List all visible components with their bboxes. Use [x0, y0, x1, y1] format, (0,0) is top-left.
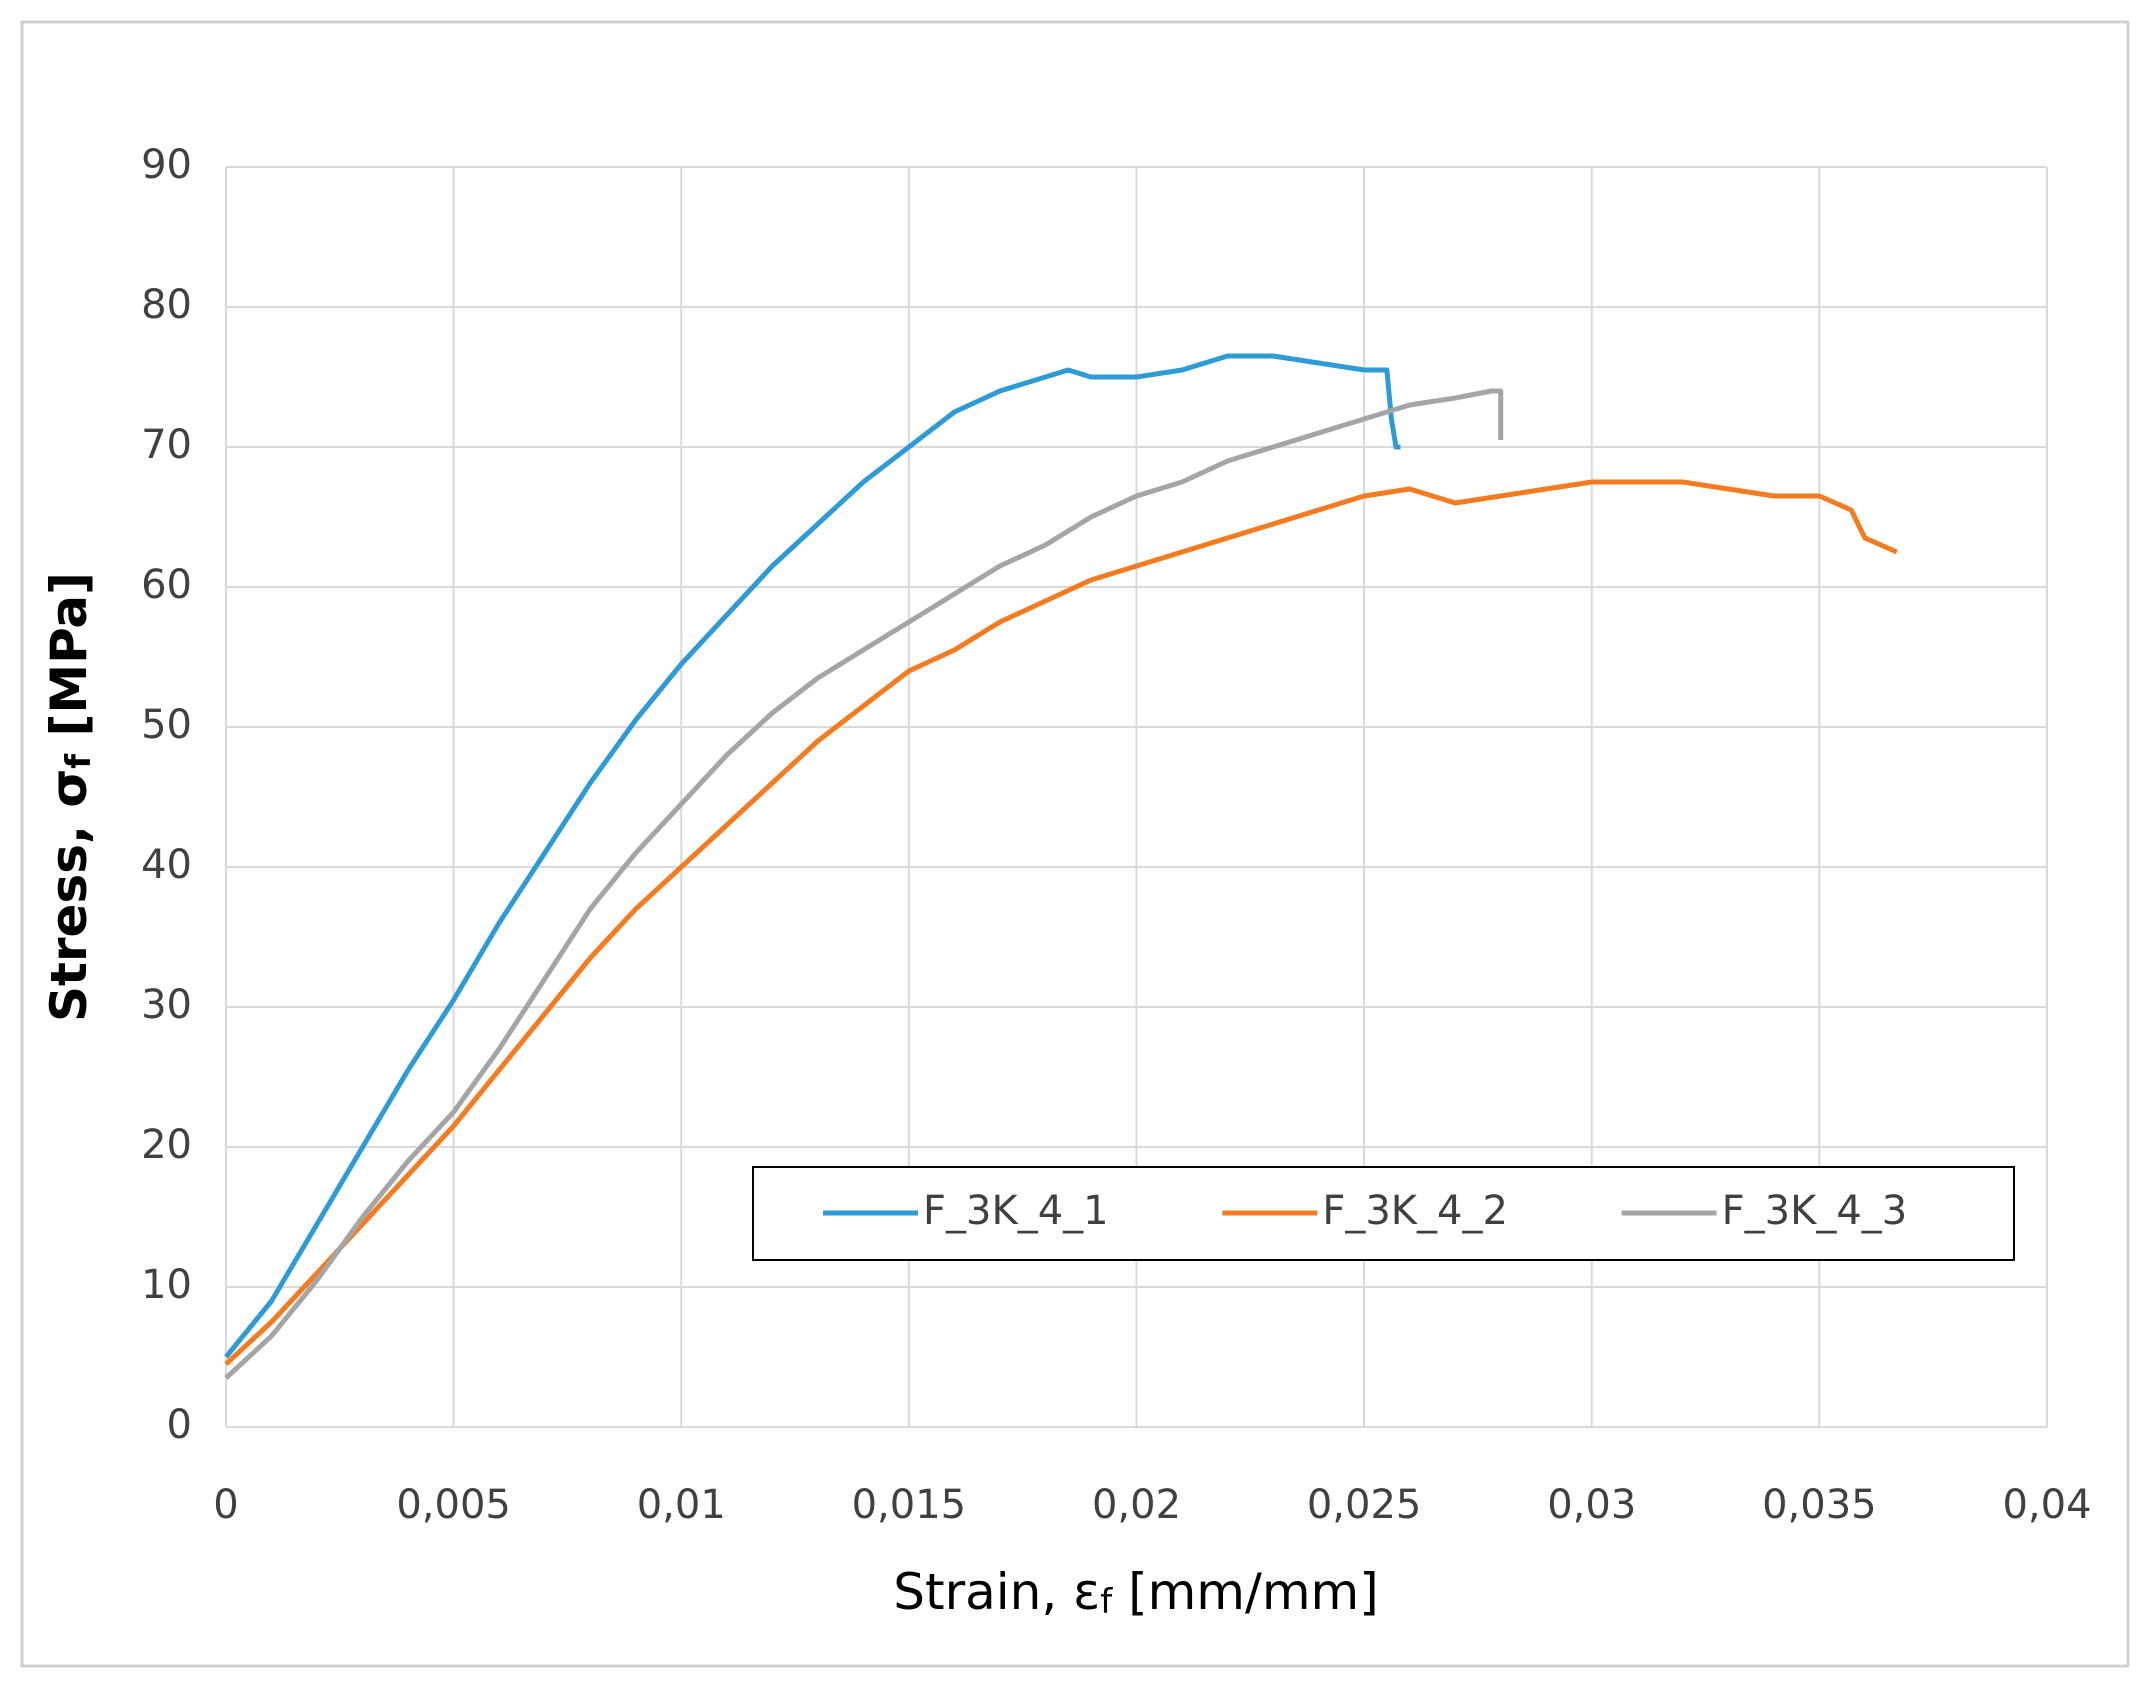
y-tick-label: 80	[141, 282, 192, 328]
y-tick-label: 30	[141, 982, 192, 1028]
legend-label: F_3K_4_2	[1322, 1188, 1508, 1234]
y-tick-label: 90	[141, 142, 192, 188]
y-axis-title-unit: [MPa]	[40, 572, 98, 754]
x-tick-label: 0,035	[1762, 1482, 1877, 1528]
y-axis-title-sub: f	[59, 753, 99, 769]
y-tick-label: 60	[141, 562, 192, 608]
x-tick-label: 0	[213, 1482, 238, 1528]
x-tick-label: 0,005	[396, 1482, 511, 1528]
x-axis-title-unit: [mm/mm]	[1112, 1563, 1379, 1621]
x-axis-title-sub: f	[1100, 1582, 1113, 1622]
y-tick-label: 20	[141, 1122, 192, 1168]
x-tick-label: 0,03	[1547, 1482, 1636, 1528]
x-axis-title-main: Strain, ε	[893, 1563, 1100, 1621]
y-tick-label: 70	[141, 422, 192, 468]
series-line	[224, 353, 1401, 1359]
y-tick-label: 0	[167, 1402, 192, 1448]
legend-label: F_3K_4_1	[923, 1188, 1109, 1234]
x-tick-label: 0,02	[1092, 1482, 1181, 1528]
x-tick-label: 0,04	[2002, 1482, 2091, 1528]
x-tick-label: 0,015	[852, 1482, 967, 1528]
y-tick-label: 10	[141, 1262, 192, 1308]
y-tick-label: 40	[141, 842, 192, 888]
legend-label: F_3K_4_3	[1722, 1188, 1908, 1234]
series-line	[224, 479, 1898, 1366]
chart-border	[20, 20, 2130, 1668]
y-tick-label: 50	[141, 702, 192, 748]
series-line	[224, 388, 1504, 1380]
plot-area: 0 10 20 30 40 50 60 70 80 90 0 0,005 0,01 0,015 0,02 0,…	[141, 142, 2091, 1528]
y-axis-title: Stress, σf [MPa]	[40, 572, 99, 1022]
x-tick-label: 0,025	[1307, 1482, 1422, 1528]
x-tick-label: 0,01	[637, 1482, 726, 1528]
legend-box	[752, 1166, 2015, 1261]
x-axis-title: Strain, εf [mm/mm]	[893, 1563, 1379, 1622]
y-axis-title-main: Stress, σ	[40, 769, 98, 1022]
